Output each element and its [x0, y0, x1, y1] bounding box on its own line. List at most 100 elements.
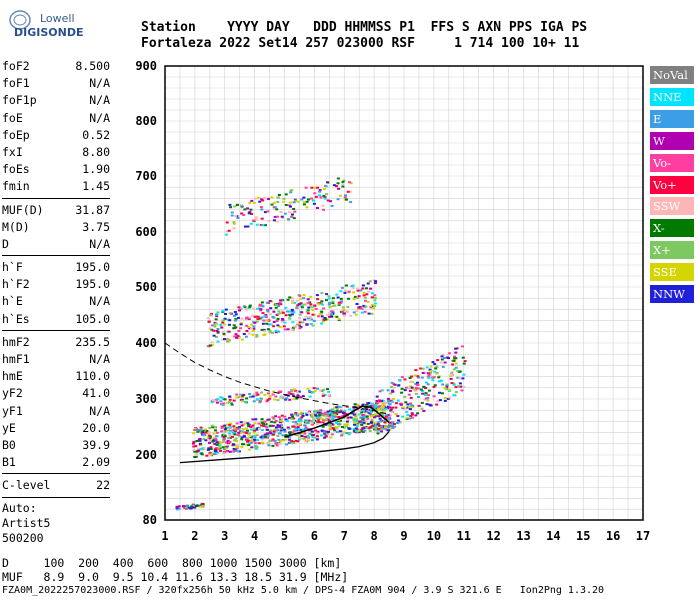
echo-point: [376, 405, 380, 408]
echo-point: [323, 436, 327, 439]
echo-point: [260, 328, 264, 331]
echo-point: [269, 432, 273, 435]
echo-point: [245, 397, 249, 400]
echo-point: [290, 328, 294, 331]
divider: [2, 255, 110, 257]
echo-point: [240, 424, 244, 427]
echo-point: [290, 440, 294, 443]
echo-point: [334, 411, 338, 414]
echo-point: [261, 441, 265, 444]
echo-point: [369, 287, 373, 290]
echo-point: [222, 438, 226, 441]
echo-point: [211, 324, 215, 327]
echo-point: [275, 313, 279, 316]
echo-point: [462, 373, 466, 376]
echo-point: [398, 421, 402, 424]
echo-point: [253, 321, 257, 324]
echo-point: [239, 430, 243, 433]
echo-point: [300, 432, 304, 435]
echo-point: [242, 431, 246, 434]
echo-point: [274, 304, 278, 306]
echo-point: [374, 405, 378, 408]
echo-point: [215, 431, 219, 434]
echo-point: [437, 380, 441, 383]
echo-point: [376, 422, 380, 425]
echo-point: [337, 405, 341, 408]
echo-point: [239, 327, 243, 330]
echo-point: [331, 315, 335, 318]
echo-point: [424, 371, 428, 374]
echo-point: [331, 427, 335, 430]
echo-point: [184, 506, 188, 509]
echo-point: [232, 324, 236, 327]
echo-point: [193, 427, 197, 430]
echo-point: [270, 196, 274, 199]
echo-point: [370, 402, 374, 405]
echo-point: [209, 435, 213, 438]
echo-point: [226, 423, 230, 426]
echo-point: [400, 376, 404, 379]
echo-point: [445, 386, 449, 389]
echo-point: [426, 383, 430, 386]
echo-point: [313, 413, 317, 416]
echo-point: [254, 447, 258, 450]
echo-point: [424, 397, 428, 400]
echo-point: [246, 429, 249, 432]
echo-point: [246, 207, 250, 210]
echo-point: [210, 452, 214, 455]
echo-point: [272, 310, 276, 313]
echo-point: [224, 308, 228, 311]
echo-point: [366, 417, 370, 420]
param-row: foF1p N/A: [2, 92, 110, 109]
echo-point: [255, 398, 259, 401]
echo-point: [390, 424, 394, 427]
param-name: foEp: [2, 127, 30, 142]
echo-point: [247, 212, 251, 215]
echo-point: [414, 369, 418, 372]
echo-point: [224, 427, 228, 429]
echo-point: [260, 304, 264, 307]
echo-point: [260, 316, 264, 319]
echo-point: [354, 415, 358, 418]
echo-point: [356, 287, 360, 290]
profile-lines: [164, 342, 390, 464]
echo-point: [225, 441, 228, 444]
echo-point: [243, 435, 246, 438]
echo-point: [274, 415, 278, 418]
echo-point: [449, 372, 453, 375]
echo-point: [329, 409, 333, 412]
echo-point: [208, 441, 211, 444]
echo-point: [213, 443, 217, 445]
echo-point: [277, 432, 281, 435]
echo-point: [365, 427, 369, 429]
echo-point: [288, 438, 291, 441]
echo-point: [396, 415, 400, 417]
echo-point: [308, 432, 312, 435]
echo-point: [266, 210, 270, 213]
echo-point: [356, 289, 360, 292]
echo-point: [306, 387, 310, 390]
echo-point: [245, 438, 248, 441]
echo-point: [283, 328, 287, 331]
echo-point: [389, 408, 393, 411]
echo-point: [341, 306, 345, 309]
echo-point: [361, 287, 365, 290]
echo-point: [321, 392, 325, 395]
echo-point: [251, 424, 255, 427]
echo-point: [384, 401, 388, 404]
echo-point: [280, 310, 284, 313]
echo-point: [287, 392, 291, 395]
echo-point: [368, 280, 372, 283]
echo-point: [454, 351, 458, 354]
echo-point: [228, 398, 232, 401]
echo-point: [414, 414, 418, 417]
param-value: 3.75: [82, 219, 110, 234]
echo-point: [223, 398, 227, 401]
echo-point: [256, 315, 260, 318]
echo-point: [259, 436, 263, 439]
echo-point: [241, 394, 245, 397]
echo-point: [255, 391, 259, 394]
param-row: yE 20.0: [2, 420, 110, 437]
echo-point: [360, 421, 364, 424]
x-tick-label: 4: [251, 529, 258, 543]
